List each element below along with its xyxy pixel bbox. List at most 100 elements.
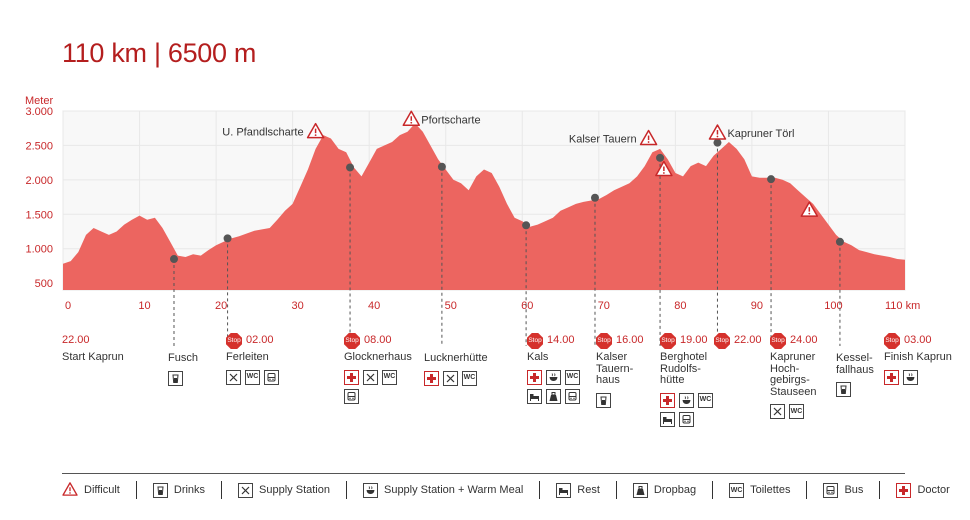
station: Stop 19.00 Berghotel Rudolfs- hütte WC <box>660 332 716 427</box>
doctor-icon <box>896 482 912 498</box>
doctor-icon <box>344 369 359 385</box>
y-tick-label: 500 <box>35 278 53 290</box>
annotation-layer: U. Pfandlscharte Pfortscharte Kalser Tauer… <box>222 110 819 217</box>
toilet-icon: WC <box>245 369 260 385</box>
marker-layer <box>169 138 844 346</box>
legend-item: Dropbag <box>615 481 712 499</box>
station-name: Kalser Tauern- haus <box>596 351 634 386</box>
x-tick-label: 60 <box>521 300 533 312</box>
checkpoint-dot <box>656 153 665 162</box>
station-facilities <box>884 369 940 385</box>
x-axis: 0 10 20 30 40 50 60 70 80 90 100 110 km <box>65 300 920 312</box>
checkpoint-dot <box>223 234 232 243</box>
difficult-icon <box>402 110 421 127</box>
station-name: Kapruner Hoch- gebirgs- Stauseen <box>770 351 817 398</box>
stop-sign-icon: Stop <box>770 333 786 349</box>
time-value: 22.00 <box>62 334 90 347</box>
stop-sign-icon: Stop <box>714 333 730 349</box>
rest-icon <box>556 482 572 498</box>
station: Stop 03.00 Finish Kaprun <box>884 332 952 385</box>
station-time: Stop 19.00 <box>660 332 716 350</box>
supply-station-icon <box>363 369 378 385</box>
elevation-chart: 500 1.000 1.500 2.000 2.500 3.000 0 10 20 30 40 50… <box>25 95 920 346</box>
checkpoint-dot <box>767 175 776 184</box>
legend-item: WC Toilettes <box>712 481 806 499</box>
time-value: 16.00 <box>616 334 644 347</box>
station-time: 22.00 <box>62 332 124 350</box>
legend-divider <box>62 473 905 474</box>
toilet-icon: WC <box>698 392 713 408</box>
x-tick-label: 10 <box>138 300 150 312</box>
station-facilities: WC <box>226 369 282 385</box>
time-value: 08.00 <box>364 334 392 347</box>
station: Fusch <box>168 352 224 386</box>
station: Lucknerhütte WC <box>424 352 488 386</box>
station-name: Lucknerhütte <box>424 352 488 364</box>
toilet-icon: WC <box>565 369 580 385</box>
station-name: Berghotel Rudolfs- hütte <box>660 351 708 386</box>
supply-station-icon <box>443 370 458 386</box>
time-value: 24.00 <box>790 334 818 347</box>
station-name: Fusch <box>168 352 198 364</box>
legend-item: Drinks <box>135 481 221 499</box>
station-time: Stop 14.00 <box>527 332 583 350</box>
x-tick-label: 0 <box>65 300 71 312</box>
drinks-icon <box>168 370 183 386</box>
station: Stop 16.00 Kalser Tauern- haus <box>596 332 652 408</box>
station: Stop 22.00 <box>714 332 762 352</box>
x-tick-label: 110 km <box>885 300 920 312</box>
station-facilities <box>596 392 652 408</box>
station-facilities: WC <box>424 370 480 386</box>
station-name: Finish Kaprun <box>884 351 952 363</box>
stop-sign-icon: Stop <box>344 333 360 349</box>
station: 22.00 Start Kaprun <box>62 332 124 364</box>
legend-item: Supply Station + Warm Meal <box>345 481 539 499</box>
doctor-icon <box>660 392 675 408</box>
time-value: 22.00 <box>734 334 762 347</box>
toilet-icon: WC <box>729 482 745 498</box>
legend-item: Doctor <box>879 481 965 499</box>
x-tick-label: 30 <box>292 300 304 312</box>
legend-item: Difficult <box>62 481 136 499</box>
bus-icon <box>679 411 694 427</box>
station-name: Start Kaprun <box>62 351 124 363</box>
station-facilities: WC <box>344 369 400 404</box>
x-tick-label: 40 <box>368 300 380 312</box>
stop-sign-icon: Stop <box>226 333 242 349</box>
y-axis: 500 1.000 1.500 2.000 2.500 3.000 <box>25 106 53 290</box>
pass-label: Kapruner Törl <box>727 128 794 140</box>
warm-meal-icon <box>679 392 694 408</box>
time-value: 03.00 <box>904 334 932 347</box>
station-facilities: WC <box>660 392 716 427</box>
station-facilities: WC <box>527 369 583 404</box>
stop-sign-icon: Stop <box>884 333 900 349</box>
x-tick-label: 70 <box>598 300 610 312</box>
difficult-icon <box>655 160 673 177</box>
station-time: Stop 03.00 <box>884 332 952 350</box>
doctor-icon <box>527 369 542 385</box>
supply-station-icon <box>770 404 785 419</box>
checkpoint-dot <box>713 138 722 147</box>
y-tick-label: 1.500 <box>25 209 53 221</box>
station-time: Stop 08.00 <box>344 332 412 350</box>
legend-label: Supply Station <box>259 484 330 496</box>
bus-icon <box>565 388 580 404</box>
warm-meal-icon <box>546 369 561 385</box>
difficult-icon <box>62 481 84 499</box>
checkpoint-dot <box>522 221 531 230</box>
pass-label: Kalser Tauern <box>569 134 637 146</box>
station-facilities: WC <box>770 404 826 419</box>
station: Stop 02.00 Ferleiten WC <box>226 332 282 385</box>
dropbag-icon <box>546 388 561 404</box>
legend-label: Toilettes <box>750 484 791 496</box>
legend-label: Difficult <box>84 484 120 496</box>
time-value: 02.00 <box>246 334 274 347</box>
station-facilities <box>168 370 224 386</box>
time-value: 19.00 <box>680 334 708 347</box>
checkpoint-dot <box>169 255 178 264</box>
y-tick-label: 2.500 <box>25 140 53 152</box>
rest-icon <box>527 388 542 404</box>
checkpoint-dot <box>437 162 446 171</box>
station-facilities <box>836 382 892 397</box>
difficult-icon <box>708 124 727 140</box>
